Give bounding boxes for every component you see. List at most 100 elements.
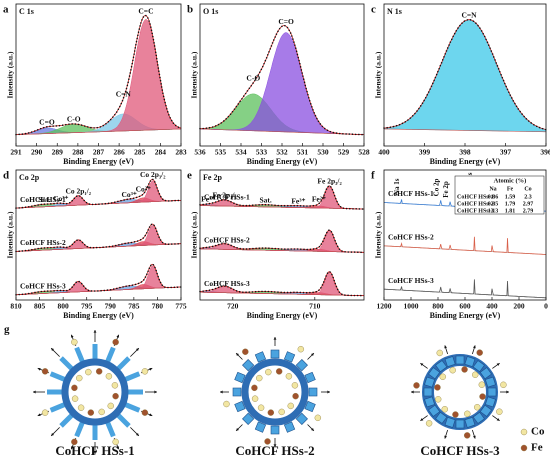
arrow-head <box>496 363 500 366</box>
fe-atom <box>476 349 483 356</box>
cube <box>254 421 267 433</box>
series-label: CoHCF HSs-2 <box>388 233 434 242</box>
x-tick-label: 291 <box>10 148 22 157</box>
series-label: CoHCF HSs-3 <box>20 282 66 291</box>
co-atom <box>41 409 49 416</box>
table-header: Fe <box>507 186 514 192</box>
x-tick-label: 800 <box>432 302 444 311</box>
table-header: Na <box>489 186 496 192</box>
cube <box>295 359 308 372</box>
cube <box>472 411 485 424</box>
legend-label: Co <box>531 426 545 438</box>
cube <box>424 376 435 388</box>
arrow-head <box>51 432 55 436</box>
arrow-head <box>33 390 36 394</box>
background-line <box>199 291 365 296</box>
arrow-head <box>236 353 239 356</box>
arrow-head <box>411 390 414 394</box>
background-line <box>383 128 547 133</box>
x-tick-label: 805 <box>34 302 46 311</box>
raw-data <box>199 270 365 297</box>
plot-frame <box>199 169 365 301</box>
fe-atom <box>71 438 78 446</box>
arrow-head <box>472 435 476 439</box>
cube <box>464 356 476 367</box>
arrow-head <box>327 390 330 394</box>
panel-label: e <box>187 170 192 182</box>
co-atom <box>287 402 294 410</box>
co-atom <box>500 381 507 389</box>
co-atom <box>478 381 486 388</box>
x-tick-label: 780 <box>152 302 164 311</box>
co-atom <box>474 404 481 411</box>
table-row-name: CoHCF HSs-1 <box>457 194 494 200</box>
arrow-head <box>444 345 448 349</box>
raw-data <box>15 263 182 296</box>
arrow-head <box>135 432 139 436</box>
co-atom <box>472 371 479 378</box>
raw-data <box>15 14 182 136</box>
table-title: Atomic (%) <box>494 177 527 184</box>
cube <box>428 367 441 380</box>
cube <box>485 376 496 388</box>
arrow-head <box>420 418 424 421</box>
table-frame <box>454 175 545 215</box>
cube <box>464 417 476 428</box>
x-tick-label: 399 <box>419 148 431 157</box>
co-atom <box>265 368 272 376</box>
arrow-head <box>154 390 157 394</box>
survey-line <box>383 236 546 255</box>
cube <box>283 421 296 433</box>
x-tick-label: 290 <box>31 148 43 157</box>
panel-label: g <box>4 324 10 336</box>
series-label: CoHCF HSs-1 <box>388 189 434 198</box>
panel-label: b <box>187 4 193 16</box>
x-axis-title: Binding Energy (eV) <box>247 157 318 166</box>
peak-label: C=N <box>461 10 477 19</box>
fe-atom <box>251 384 258 392</box>
panel-label: a <box>3 4 9 16</box>
x-tick-label: 289 <box>52 148 64 157</box>
fe-atom <box>95 368 103 375</box>
table-cell: 1.81 <box>505 208 516 214</box>
table-cell: 0.86 <box>488 194 499 200</box>
peak-label: Sat. <box>259 195 271 204</box>
peak-label: Fe 2p <box>442 181 450 198</box>
table-row-name: CoHCF HSs-2 <box>457 201 494 207</box>
arrow-head <box>93 330 97 333</box>
panel-title: O 1s <box>203 7 218 16</box>
fit-peak <box>383 19 547 133</box>
arrow-head <box>236 428 239 431</box>
arrow-head <box>311 428 314 431</box>
cube <box>234 371 246 384</box>
co-atom <box>76 374 83 382</box>
co-atom <box>439 373 446 380</box>
fe-atom <box>434 384 441 391</box>
cube <box>283 351 296 363</box>
cube <box>304 371 316 384</box>
co-atom <box>251 395 259 402</box>
x-tick-label: 775 <box>175 302 187 311</box>
x-tick-label: 200 <box>513 302 525 311</box>
x-tick-label: 533 <box>256 148 268 157</box>
arrow-head <box>37 413 41 417</box>
cube <box>455 355 465 365</box>
x-tick-label: 286 <box>114 148 126 157</box>
arrow-head <box>135 348 139 352</box>
cube <box>304 400 316 413</box>
peak-label: C=O <box>278 17 294 26</box>
table-cell: 1.79 <box>505 201 516 207</box>
arrow-head <box>472 345 476 349</box>
co-atom <box>441 406 448 413</box>
co-atom <box>496 408 503 415</box>
fe-atom <box>413 382 420 389</box>
arrow-head <box>149 413 153 417</box>
shell <box>422 354 498 430</box>
fe-atom <box>452 411 459 418</box>
co-atom <box>85 368 92 376</box>
peak-label: Sat. <box>38 195 50 204</box>
x-tick-label: 285 <box>134 148 146 157</box>
arrow-head <box>149 367 153 371</box>
arrow-head <box>444 435 448 439</box>
fit-peak <box>200 32 364 135</box>
